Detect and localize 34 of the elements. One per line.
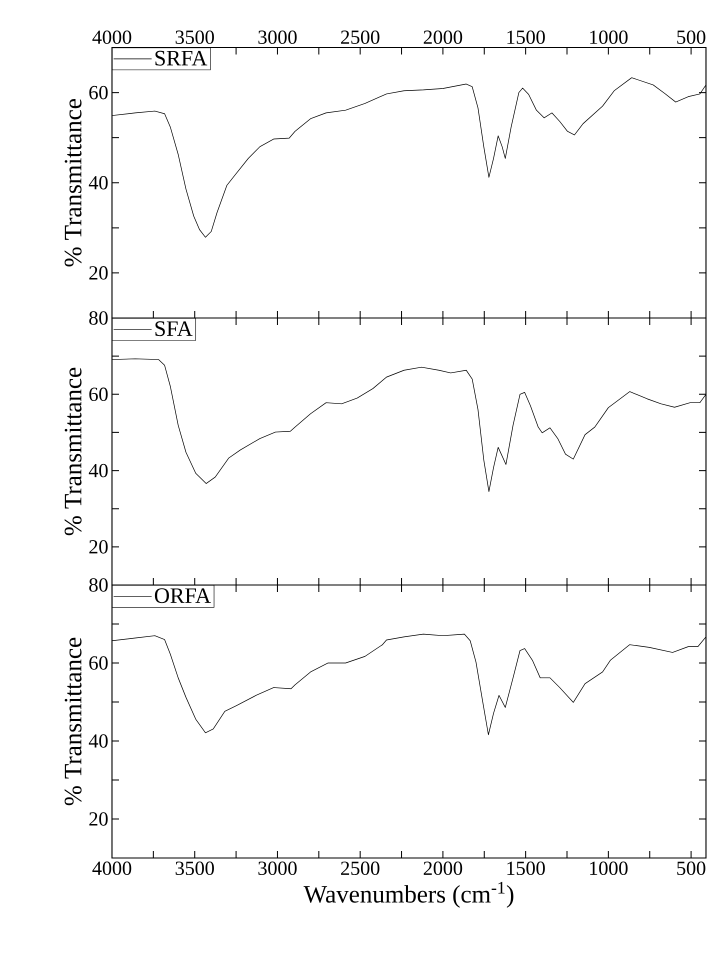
legend-label: SRFA bbox=[155, 50, 208, 66]
y-tick-label: 60 bbox=[89, 86, 108, 100]
y-tick-label: 80 bbox=[89, 578, 108, 592]
y-tick-label: 80 bbox=[89, 311, 108, 325]
x-tick-label: 3000 bbox=[258, 30, 297, 44]
y-tick-label: 60 bbox=[89, 656, 108, 670]
y-tick-label: 40 bbox=[88, 734, 108, 748]
x-axis-title: Wavenumbers (cm$^{-1}$) bbox=[304, 882, 514, 908]
x-tick-label: 1500 bbox=[507, 862, 545, 876]
x-tick-label: 500 bbox=[677, 30, 706, 44]
x-tick-label: 500 bbox=[677, 862, 706, 876]
y-tick-label: 20 bbox=[89, 266, 108, 280]
x-tick-label: 3500 bbox=[176, 30, 214, 44]
y-tick-label: 40 bbox=[88, 464, 108, 478]
x-tick-label: 4000 bbox=[92, 862, 132, 876]
x-tick-label: 4000 bbox=[92, 30, 132, 44]
x-tick-label: 1500 bbox=[507, 30, 545, 44]
x-tick-label: 2000 bbox=[424, 862, 462, 876]
legend-label: SFA bbox=[155, 321, 193, 336]
y-tick-label: 20 bbox=[89, 540, 108, 554]
x-tick-label: 3500 bbox=[176, 862, 214, 876]
x-tick-label: 2000 bbox=[424, 30, 462, 44]
x-tick-label: 1000 bbox=[590, 862, 628, 876]
y-tick-label: 20 bbox=[89, 812, 108, 826]
y-axis-title: % Transmittance bbox=[64, 98, 82, 266]
y-axis-title: % Transmittance bbox=[64, 638, 82, 806]
y-tick-label: 40 bbox=[88, 176, 108, 190]
x-tick-label: 1000 bbox=[590, 30, 628, 44]
x-tick-label: 2500 bbox=[341, 862, 380, 876]
y-axis-title: % Transmittance bbox=[64, 368, 82, 536]
x-tick-label: 2500 bbox=[341, 30, 380, 44]
legend-label: ORFA bbox=[154, 588, 211, 604]
y-tick-label: 60 bbox=[89, 388, 108, 402]
x-tick-label: 3000 bbox=[258, 862, 297, 876]
